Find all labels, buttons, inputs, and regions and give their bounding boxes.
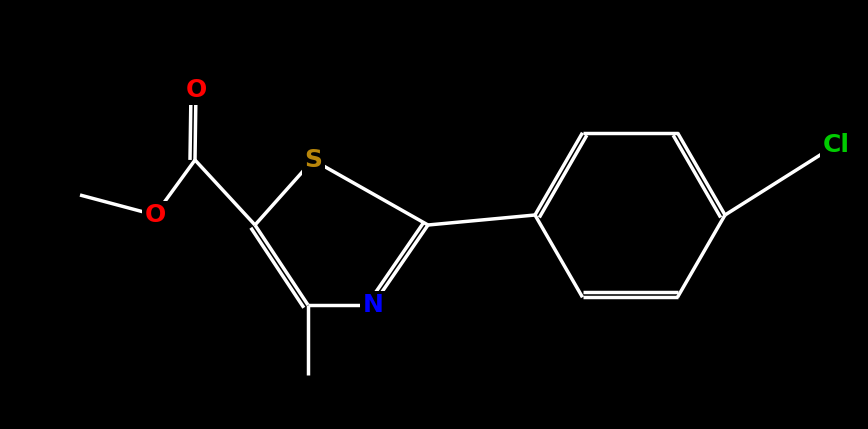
Text: S: S bbox=[304, 148, 322, 172]
Text: O: O bbox=[144, 203, 166, 227]
Text: O: O bbox=[186, 78, 207, 102]
Text: Cl: Cl bbox=[823, 133, 850, 157]
Text: N: N bbox=[363, 293, 384, 317]
